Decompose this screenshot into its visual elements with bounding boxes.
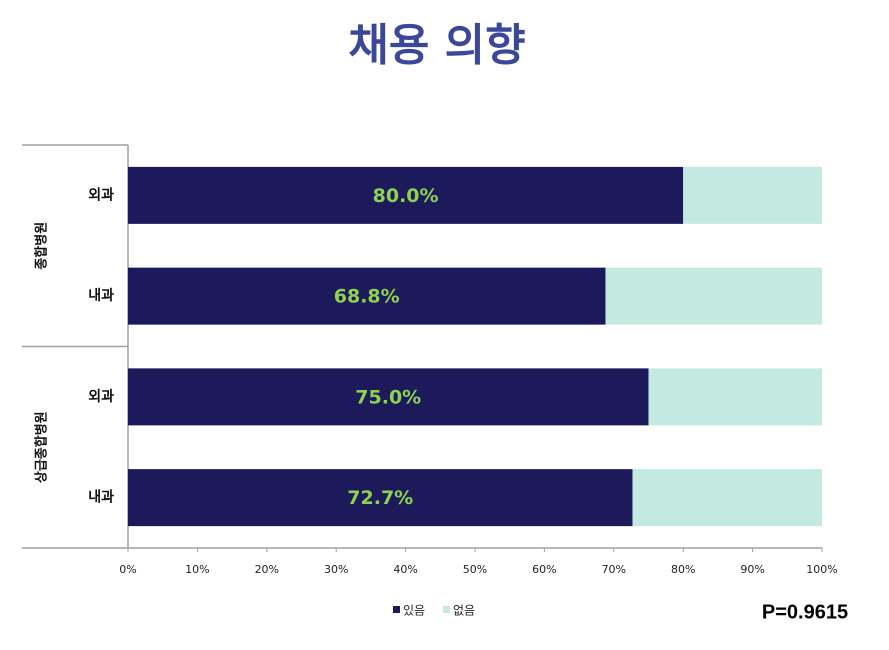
x-tick-label: 40%	[393, 563, 417, 576]
chart-title: 채용 의향	[348, 20, 525, 71]
x-tick-label: 50%	[463, 563, 487, 576]
y-tick-label: 내과	[88, 490, 114, 506]
bar-segment	[128, 267, 606, 325]
bar-segment	[128, 166, 684, 224]
annotation: P=0.9615	[762, 601, 848, 623]
bar-segment	[683, 166, 822, 224]
bar-segment	[128, 368, 649, 426]
y-tick-label: 내과	[88, 288, 114, 304]
legend-swatch	[393, 606, 400, 613]
legend-swatch	[443, 606, 450, 613]
x-tick-label: 20%	[255, 563, 279, 576]
bar-segment	[605, 267, 822, 325]
group-label: 종합병원	[34, 222, 50, 270]
legend-label: 없음	[453, 604, 475, 618]
bar-segment	[128, 469, 633, 527]
value-label: 72.7%	[347, 487, 413, 509]
group-label: 상급종합병원	[34, 411, 50, 483]
value-label: 80.0%	[373, 185, 439, 207]
bar-segment	[632, 469, 822, 527]
x-tick-label: 30%	[324, 563, 348, 576]
value-label: 75.0%	[355, 386, 421, 408]
x-tick-label: 100%	[806, 563, 837, 576]
x-tick-label: 0%	[119, 563, 136, 576]
x-tick-label: 90%	[740, 563, 764, 576]
x-tick-label: 80%	[671, 563, 695, 576]
y-tick-label: 외과	[88, 186, 114, 203]
x-tick-label: 10%	[185, 563, 209, 576]
x-tick-label: 60%	[532, 563, 556, 576]
legend-label: 있음	[403, 604, 425, 618]
y-tick-label: 외과	[88, 388, 114, 405]
x-tick-label: 70%	[602, 563, 626, 576]
bar-segment	[648, 368, 822, 426]
value-label: 68.8%	[334, 286, 400, 308]
